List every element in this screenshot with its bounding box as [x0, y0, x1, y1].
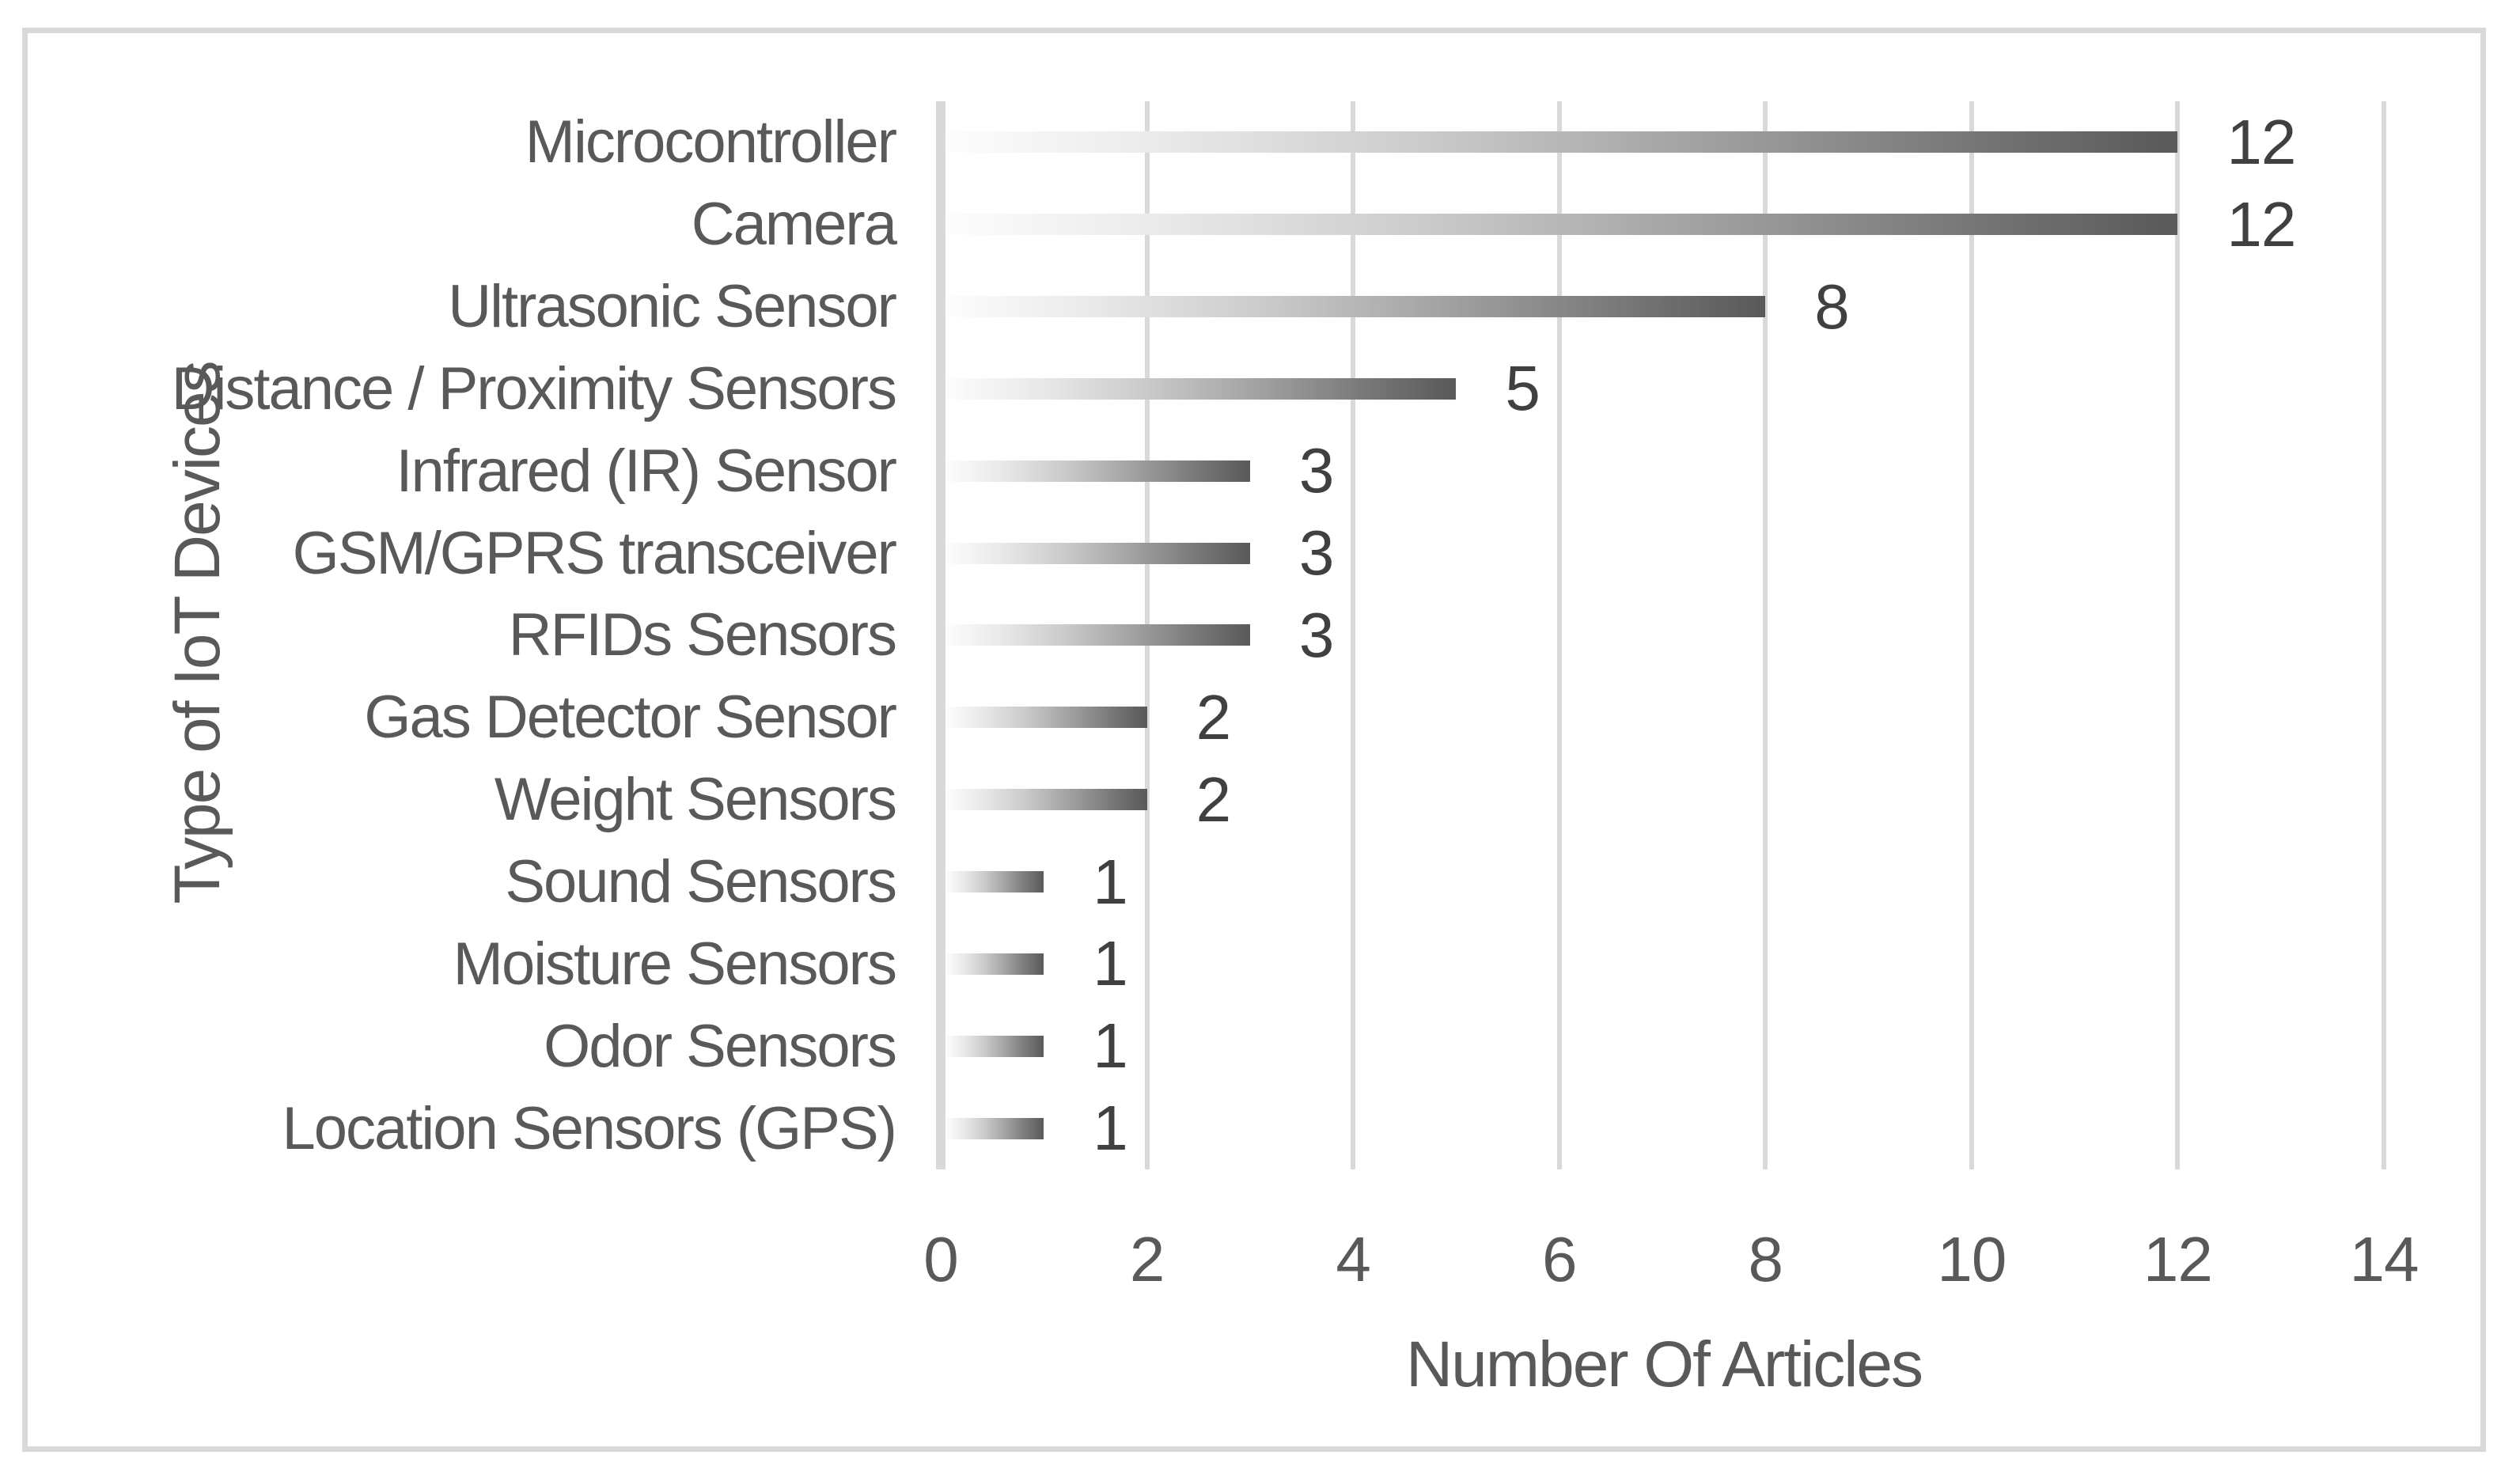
category-label: Infrared (IR) Sensor: [396, 437, 897, 505]
bar-row: 1: [941, 923, 2384, 1005]
value-label: 5: [1505, 353, 1540, 424]
value-label: 12: [2226, 188, 2296, 260]
gridline-x-4: [1351, 101, 1356, 1169]
bar: [946, 871, 1044, 893]
bar-row: 8: [941, 266, 2384, 348]
x-tick-label: 2: [1129, 1224, 1165, 1294]
bar-row: 1: [941, 1087, 2384, 1169]
bar: [946, 377, 1457, 400]
bar-row: 2: [941, 759, 2384, 841]
value-label: 2: [1196, 681, 1231, 752]
value-label: 2: [1196, 764, 1231, 835]
y-axis-line: [936, 101, 945, 1169]
bar: [946, 460, 1250, 482]
bar-row: 12: [941, 184, 2384, 266]
bar: [946, 1035, 1044, 1057]
x-axis-title: Number Of Articles: [1405, 1328, 1923, 1400]
category-label: Distance / Proximity Sensors: [171, 354, 897, 423]
value-label: 1: [1093, 1010, 1127, 1082]
bar-row: 3: [941, 512, 2384, 594]
category-label: RFIDs Sensors: [508, 601, 897, 669]
bar-row: 1: [941, 841, 2384, 923]
value-label: 3: [1298, 599, 1334, 670]
value-label: 1: [1093, 846, 1127, 917]
plot-area: 12 12 8 5 3 3 3 2 2 1 1 1 1: [936, 101, 2386, 1169]
x-tick-label: 4: [1336, 1224, 1370, 1294]
bar-row: 2: [941, 676, 2384, 759]
bar-row: 5: [941, 348, 2384, 430]
gridline-x-8: [1763, 101, 1768, 1169]
x-tick-label: 8: [1748, 1224, 1783, 1294]
bar: [946, 214, 2178, 236]
bar-row: 1: [941, 1005, 2384, 1087]
category-label: GSM/GPRS transceiver: [292, 519, 897, 587]
y-axis-title: Type of IoT Devices: [161, 362, 233, 904]
bar: [946, 953, 1044, 975]
gridline-x-14: [2382, 101, 2386, 1169]
bar-row: 3: [941, 430, 2384, 512]
bar: [946, 789, 1147, 811]
gridline-x-12: [2175, 101, 2181, 1169]
x-tick-label: 6: [1541, 1224, 1577, 1294]
bar: [946, 542, 1250, 564]
category-label: Location Sensors (GPS): [282, 1094, 898, 1162]
category-axis-labels: Microcontroller Camera Ultrasonic Sensor Di…: [32, 101, 898, 1169]
x-tick-label: 14: [2349, 1224, 2420, 1294]
bar: [946, 624, 1250, 646]
bar-row: 12: [941, 101, 2384, 184]
chart-border: [22, 28, 2486, 1452]
category-label: Weight Sensors: [494, 766, 897, 834]
gridline-x-10: [1969, 101, 1974, 1169]
category-label: Gas Detector Sensor: [364, 684, 897, 752]
gridline-x-6: [1556, 101, 1562, 1169]
x-tick-label: 10: [1937, 1224, 2007, 1294]
value-label: 1: [1093, 928, 1127, 999]
value-label: 3: [1298, 517, 1334, 589]
category-label: Ultrasonic Sensor: [448, 273, 897, 341]
value-label: 8: [1814, 271, 1849, 342]
bar: [946, 707, 1147, 729]
category-label: Moisture Sensors: [453, 930, 897, 998]
value-label: 3: [1298, 435, 1334, 506]
value-label: 1: [1093, 1093, 1127, 1164]
category-label: Camera: [691, 191, 897, 259]
x-tick-label: 0: [923, 1224, 958, 1294]
category-label: Odor Sensors: [544, 1012, 897, 1080]
category-label: Microcontroller: [525, 108, 897, 176]
x-tick-label: 12: [2143, 1224, 2213, 1294]
bar-row: 3: [941, 594, 2384, 676]
category-label: Sound Sensors: [505, 848, 897, 916]
bar: [946, 296, 1766, 318]
bar: [946, 131, 2178, 153]
bar: [946, 1117, 1044, 1139]
value-label: 12: [2226, 106, 2296, 177]
